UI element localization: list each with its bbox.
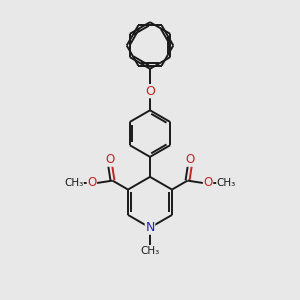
- Text: O: O: [145, 85, 155, 98]
- Text: N: N: [145, 221, 155, 234]
- Text: CH₃: CH₃: [217, 178, 236, 188]
- Text: CH₃: CH₃: [140, 246, 160, 256]
- Text: CH₃: CH₃: [64, 178, 83, 188]
- Text: O: O: [106, 153, 115, 166]
- Text: O: O: [185, 153, 194, 166]
- Text: O: O: [203, 176, 213, 190]
- Text: O: O: [87, 176, 97, 190]
